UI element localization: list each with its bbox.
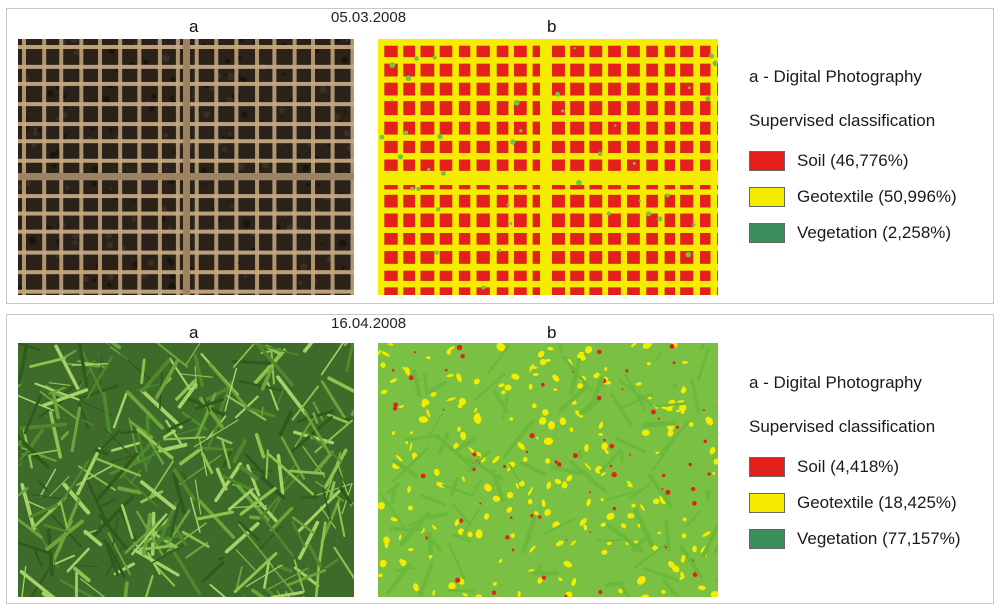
classification-map-vegetation — [378, 343, 718, 597]
geotextile-swatch — [749, 187, 785, 207]
legend-item-label: Soil (46,776%) — [797, 151, 909, 170]
legend-item-label: Soil (4,418%) — [797, 457, 900, 476]
legend-classification-title: Supervised classification — [749, 417, 936, 436]
date-label: 05.03.2008 — [331, 9, 407, 26]
legend-item-label: Vegetation (2,258%) — [797, 223, 952, 242]
label-b: b — [547, 17, 557, 36]
legend-photo-title: a - Digital Photography — [749, 373, 922, 392]
soil-swatch — [749, 457, 785, 477]
legend: a - Digital Photography Supervised class… — [747, 9, 992, 303]
vegetation-swatch — [749, 529, 785, 549]
label-a: a — [189, 17, 199, 36]
legend: a - Digital Photography Supervised class… — [747, 315, 992, 603]
label-a: a — [189, 323, 199, 342]
legend-item-geotextile: Geotextile (50,996%) — [749, 185, 957, 209]
legend-item-vegetation: Vegetation (2,258%) — [749, 221, 951, 245]
legend-item-geotextile: Geotextile (18,425%) — [749, 491, 957, 515]
label-b: b — [547, 323, 557, 342]
soil-swatch — [749, 151, 785, 171]
panel-april: 16.04.2008 a b a - Digital Photography S… — [6, 314, 994, 604]
geotextile-swatch — [749, 493, 785, 513]
vegetation-swatch — [749, 223, 785, 243]
geotextile-photo — [18, 39, 354, 295]
legend-item-soil: Soil (46,776%) — [749, 149, 909, 173]
classification-map-geotextile — [378, 39, 718, 295]
legend-item-soil: Soil (4,418%) — [749, 455, 899, 479]
grass-photo — [18, 343, 354, 597]
legend-classification-title: Supervised classification — [749, 111, 936, 130]
legend-item-label: Geotextile (18,425%) — [797, 493, 957, 512]
legend-item-label: Vegetation (77,157%) — [797, 529, 961, 548]
legend-item-vegetation: Vegetation (77,157%) — [749, 527, 961, 551]
legend-item-label: Geotextile (50,996%) — [797, 187, 957, 206]
date-label: 16.04.2008 — [331, 315, 407, 332]
panel-march: 05.03.2008 a b a - Digital Photography S… — [6, 8, 994, 304]
legend-photo-title: a - Digital Photography — [749, 67, 922, 86]
